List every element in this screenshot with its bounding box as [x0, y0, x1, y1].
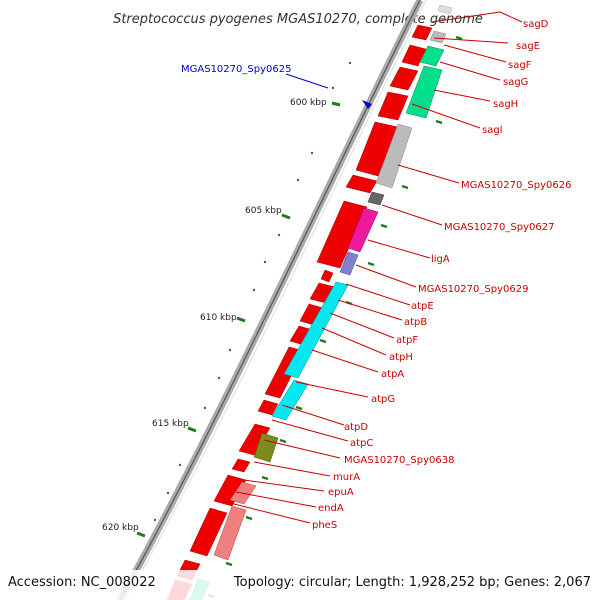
gene-label-atpB: atpB [404, 317, 427, 328]
gene-label-atpD: atpD [344, 422, 368, 433]
gene-label-pheS: pheS [312, 520, 337, 531]
gene-label-atpH: atpH [389, 352, 413, 363]
backbone-ring [116, 0, 424, 600]
cds-atpG [257, 399, 279, 416]
gene-label-sagF: sagF [508, 60, 532, 71]
cog-pink-block [213, 505, 247, 561]
cds-atpE [320, 269, 334, 283]
cds-sagI [355, 121, 399, 177]
gene-label-atpA: atpA [381, 369, 404, 380]
cog-darkgrey-block [367, 191, 385, 206]
footer-bg [0, 570, 600, 600]
cog-grey-block [375, 123, 413, 189]
cds-sagD [411, 24, 433, 41]
gene-label-spy0638: MGAS10270_Spy0638 [344, 455, 454, 466]
accession-text: Accession: NC_008022 [8, 575, 156, 590]
ruler-label-615: 615 kbp [152, 419, 189, 429]
cog-atp-block [283, 281, 349, 379]
gene-label-sagI: sagI [482, 125, 503, 136]
ruler-label-620: 620 kbp [102, 523, 139, 533]
cds-sagF [389, 66, 419, 91]
ruler-label-600: 600 kbp [290, 98, 327, 108]
gene-label-spy0629: MGAS10270_Spy0629 [418, 284, 528, 295]
gene-label-epuA: epuA [328, 487, 354, 498]
gene-label-murA: murA [333, 472, 360, 483]
backbone-outline [125, 0, 427, 600]
gene-label-spy0626: MGAS10270_Spy0626 [461, 180, 571, 191]
gene-leader-lines [225, 11, 523, 524]
gene-label-sagE: sagE [516, 41, 540, 52]
cds-spy0626 [345, 174, 378, 194]
gene-label-spy0627: MGAS10270_Spy0627 [444, 222, 554, 233]
gene-label-ligA: ligA [431, 254, 450, 265]
cog-magenta-block [347, 207, 379, 253]
blue-leader-line [285, 73, 329, 89]
gene-label-sagH: sagH [493, 99, 518, 110]
gene-label-atpC: atpC [350, 438, 373, 449]
cog-features [189, 4, 453, 600]
ruler-major-ticks [136, 101, 341, 538]
gene-label-atpF: atpF [396, 335, 418, 346]
ruler-label-605: 605 kbp [245, 206, 282, 216]
cds-sagE [401, 44, 427, 67]
cds-ligA [316, 200, 368, 269]
cds-sagG [377, 91, 409, 121]
gene-label-atpG: atpG [371, 394, 395, 405]
gene-label-atpE: atpE [411, 301, 434, 312]
cog-olive-block [253, 432, 279, 463]
ruler-label-610: 610 kbp [200, 313, 237, 323]
feature-label-spy0625: MGAS10270_Spy0625 [181, 64, 291, 75]
backbone-line [119, 0, 421, 600]
cds-atpD [238, 423, 271, 456]
gene-labels: sagD sagE sagF sagG sagH sagI MGAS10270_… [312, 19, 571, 531]
gene-label-sagG: sagG [503, 77, 528, 88]
cog-lavender-block [339, 251, 359, 276]
ruler-labels: 600 kbp 605 kbp 610 kbp 615 kbp 620 kbp [102, 98, 327, 533]
gene-label-endA: endA [318, 503, 344, 514]
gene-label-sagD: sagD [523, 19, 549, 30]
cds-atpC [231, 458, 251, 473]
cds-murA [189, 507, 228, 557]
map-title: Streptococcus pyogenes MGAS10270, comple… [113, 12, 483, 27]
blue-feature-marker [362, 100, 372, 109]
topology-text: Topology: circular; Length: 1,928,252 bp… [233, 575, 591, 590]
